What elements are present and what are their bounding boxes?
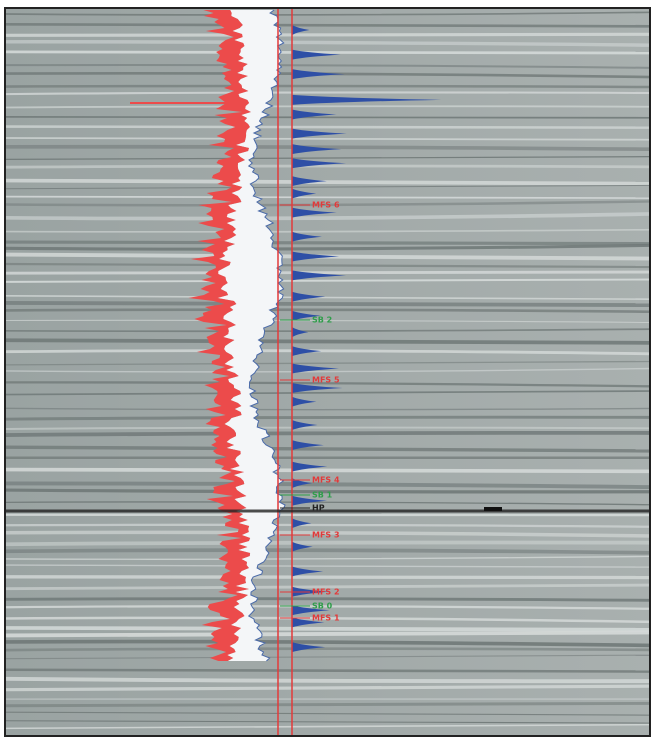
- reflector: [5, 470, 651, 472]
- horizon-label: MFS 2: [312, 588, 340, 597]
- horizon-label: MFS 6: [312, 201, 340, 210]
- reflector: [5, 515, 651, 516]
- reflector: [5, 543, 651, 545]
- reflector: [5, 340, 651, 343]
- marker: [484, 507, 502, 511]
- reflector: [5, 34, 651, 35]
- horizon-label: MFS 4: [312, 476, 340, 485]
- reflector: [5, 577, 651, 578]
- reflector: [5, 679, 651, 681]
- horizon-label: SB 2: [312, 316, 332, 325]
- reflector: [5, 628, 651, 630]
- reflector: [5, 272, 651, 273]
- reflector: [5, 86, 651, 87]
- horizon-label: MFS 5: [312, 376, 340, 385]
- reflector: [5, 303, 651, 305]
- horizon-label: MFS 1: [312, 614, 340, 623]
- reflector: [5, 649, 651, 650]
- reflector: [5, 117, 651, 118]
- reflector: [5, 52, 651, 53]
- seismic-section: MFS 6 SB 2 MFS 5 MFS 4 SB 1 HP MFS 3 MFS 2 SB 0 M…: [0, 0, 651, 737]
- reflector: [5, 127, 651, 128]
- horizon-label: HP: [312, 504, 325, 513]
- reflector: [5, 599, 651, 601]
- reflector: [5, 242, 651, 244]
- horizon-label: SB 0: [312, 602, 333, 611]
- reflector: [5, 433, 651, 435]
- page: MFS 6 SB 2 MFS 5 MFS 4 SB 1 HP MFS 3 MFS 2 SB 0 M…: [0, 0, 651, 737]
- reflector: [5, 166, 651, 167]
- horizon-label: MFS 3: [312, 531, 340, 540]
- horizon-label: SB 1: [312, 491, 333, 500]
